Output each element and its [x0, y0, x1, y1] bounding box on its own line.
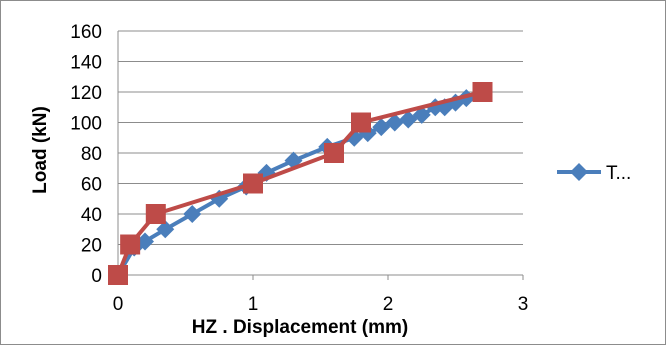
data-point-square: [108, 265, 128, 285]
axes: [117, 31, 524, 280]
series-1: [109, 89, 476, 284]
x-tick-labels: 0 1 2 3: [113, 294, 529, 315]
y-tick-label: 100: [70, 114, 102, 135]
x-tick-label: 1: [248, 294, 259, 315]
data-point-square: [324, 143, 344, 163]
data-point-square: [243, 173, 263, 194]
x-tick-label: 0: [113, 294, 124, 315]
y-tick-label: 20: [81, 236, 102, 257]
data-point-square: [120, 234, 141, 255]
legend-label: T...: [606, 163, 631, 184]
legend-diamond-marker: [570, 163, 588, 181]
data-point-diamond: [372, 118, 391, 137]
series-2: [108, 82, 493, 285]
y-tick-labels: 0 20 40 60 80 100 120 140 160: [70, 22, 102, 287]
gridlines: [118, 30, 523, 276]
legend: T...: [557, 163, 631, 184]
data-point-diamond: [399, 110, 418, 129]
data-point-diamond: [156, 220, 175, 239]
y-tick-label: 140: [70, 53, 102, 74]
data-point-diamond: [385, 113, 404, 132]
y-tick-label: 160: [70, 22, 102, 43]
x-tick-label: 3: [518, 294, 529, 315]
data-point-square: [472, 82, 493, 102]
series-line: [116, 96, 468, 277]
x-axis-title: HZ . Displacement (mm): [192, 317, 408, 338]
y-tick-label: 120: [70, 83, 102, 104]
x-tick-label: 2: [383, 294, 394, 315]
series-layer: [108, 82, 493, 285]
y-tick-label: 60: [81, 175, 102, 196]
y-tick-label: 40: [81, 205, 102, 226]
data-point-square: [351, 112, 371, 133]
y-axis-title: Load (kN): [30, 106, 51, 194]
y-tick-label: 80: [81, 144, 102, 165]
data-point-diamond: [183, 205, 202, 223]
data-point-diamond: [136, 232, 154, 251]
data-point-square: [145, 204, 166, 224]
y-tick-label: 0: [91, 266, 102, 287]
